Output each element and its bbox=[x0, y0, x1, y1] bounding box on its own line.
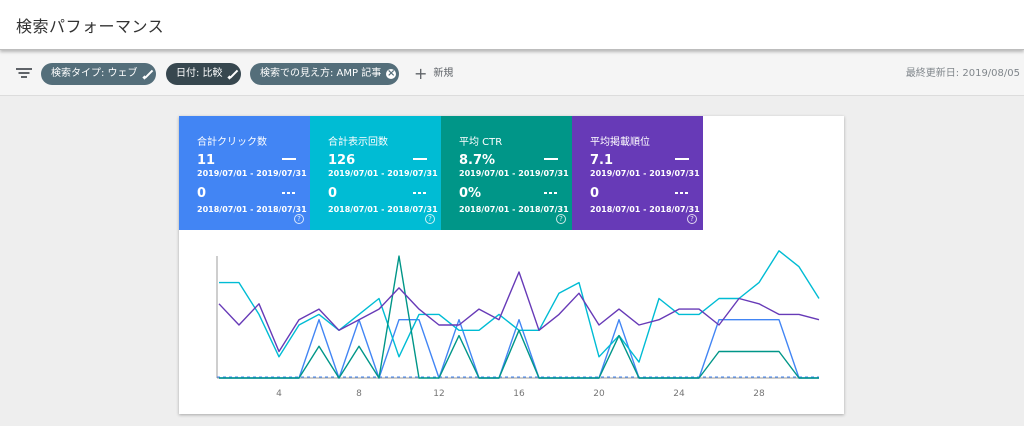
compare-period-line-icon bbox=[413, 192, 427, 194]
metric-value: 11 bbox=[197, 153, 216, 168]
add-filter-label: 新規 bbox=[433, 68, 454, 79]
metric-value: 126 bbox=[328, 153, 356, 168]
x-tick-label: 4 bbox=[276, 389, 282, 399]
help-icon[interactable]: ? bbox=[425, 214, 435, 224]
metric-title: 平均掲載順位 bbox=[590, 137, 650, 148]
add-filter-button[interactable]: + 新規 bbox=[414, 63, 453, 85]
metric-compare-range: 2018/07/01 - 2018/07/31 bbox=[590, 205, 700, 214]
app-header: 検索パフォーマンス bbox=[0, 0, 1024, 50]
current-period-line-icon bbox=[544, 158, 558, 160]
search-appearance-filter-chip[interactable]: 検索での見え方: AMP 記事 bbox=[250, 63, 400, 85]
series-line-0 bbox=[219, 318, 819, 379]
filter-icon[interactable] bbox=[16, 68, 32, 79]
metric-compare-range: 2018/07/01 - 2018/07/31 bbox=[197, 205, 307, 214]
metric-title: 平均 CTR bbox=[459, 137, 503, 148]
x-tick-label: 20 bbox=[593, 389, 605, 399]
plus-icon: + bbox=[414, 64, 428, 83]
metric-title: 合計クリック数 bbox=[197, 137, 267, 148]
metric-range: 2019/07/01 - 2019/07/31 bbox=[328, 169, 438, 178]
metric-compare-value: 0% bbox=[459, 186, 482, 201]
current-period-line-icon bbox=[675, 158, 689, 160]
chip-label: 検索での見え方: AMP 記事 bbox=[260, 68, 382, 79]
current-period-line-icon bbox=[413, 158, 427, 160]
compare-period-line-icon bbox=[282, 192, 296, 194]
metric-value: 7.1 bbox=[590, 153, 614, 168]
pencil-icon[interactable] bbox=[142, 63, 156, 85]
current-period-line-icon bbox=[282, 158, 296, 160]
performance-card: 合計クリック数 11 2019/07/01 - 2019/07/31 0 201… bbox=[179, 116, 844, 414]
metric-compare-range: 2018/07/01 - 2018/07/31 bbox=[328, 205, 438, 214]
metric-compare-value: 0 bbox=[197, 186, 207, 201]
compare-period-line-icon bbox=[675, 192, 689, 194]
x-tick-label: 8 bbox=[356, 389, 362, 399]
metric-impressions[interactable]: 合計表示回数 126 2019/07/01 - 2019/07/31 0 201… bbox=[310, 116, 441, 230]
metric-value: 8.7% bbox=[459, 153, 496, 168]
metric-compare-value: 0 bbox=[590, 186, 600, 201]
metric-title: 合計表示回数 bbox=[328, 137, 388, 148]
x-tick-label: 12 bbox=[433, 389, 444, 399]
series-line-3 bbox=[218, 271, 820, 353]
series-line-2 bbox=[219, 255, 819, 379]
x-tick-label: 16 bbox=[513, 389, 525, 399]
metric-range: 2019/07/01 - 2019/07/31 bbox=[197, 169, 307, 178]
date-filter-chip[interactable]: 日付: 比較 bbox=[166, 63, 241, 85]
metric-ctr[interactable]: 平均 CTR 8.7% 2019/07/01 - 2019/07/31 0% 2… bbox=[441, 116, 572, 230]
chip-label: 日付: 比較 bbox=[176, 68, 223, 79]
metric-clicks[interactable]: 合計クリック数 11 2019/07/01 - 2019/07/31 0 201… bbox=[179, 116, 310, 230]
compare-period-line-icon bbox=[544, 192, 558, 194]
pencil-icon[interactable] bbox=[227, 63, 241, 85]
filter-bar: 検索タイプ: ウェブ 日付: 比較 検索での見え方: AMP 記事 + 新規 最終… bbox=[0, 50, 1024, 96]
metric-compare-value: 0 bbox=[328, 186, 338, 201]
x-tick-label: 28 bbox=[753, 389, 765, 399]
x-tick-label: 24 bbox=[673, 389, 685, 399]
help-icon[interactable]: ? bbox=[294, 214, 304, 224]
metric-compare-range: 2018/07/01 - 2018/07/31 bbox=[459, 205, 569, 214]
help-icon[interactable]: ? bbox=[687, 214, 697, 224]
performance-chart: 4 8 12 16 20 24 28 bbox=[216, 250, 820, 399]
search-type-filter-chip[interactable]: 検索タイプ: ウェブ bbox=[41, 63, 156, 85]
metric-range: 2019/07/01 - 2019/07/31 bbox=[590, 169, 700, 178]
last-updated: 最終更新日: 2019/08/05 bbox=[905, 68, 1020, 79]
help-icon[interactable]: ? bbox=[556, 214, 566, 224]
chip-label: 検索タイプ: ウェブ bbox=[51, 68, 138, 79]
page-title: 検索パフォーマンス bbox=[16, 17, 165, 36]
close-icon[interactable] bbox=[385, 63, 399, 85]
metric-range: 2019/07/01 - 2019/07/31 bbox=[459, 169, 569, 178]
metric-position[interactable]: 平均掲載順位 7.1 2019/07/01 - 2019/07/31 0 201… bbox=[572, 116, 703, 230]
series-line-1 bbox=[219, 250, 820, 363]
